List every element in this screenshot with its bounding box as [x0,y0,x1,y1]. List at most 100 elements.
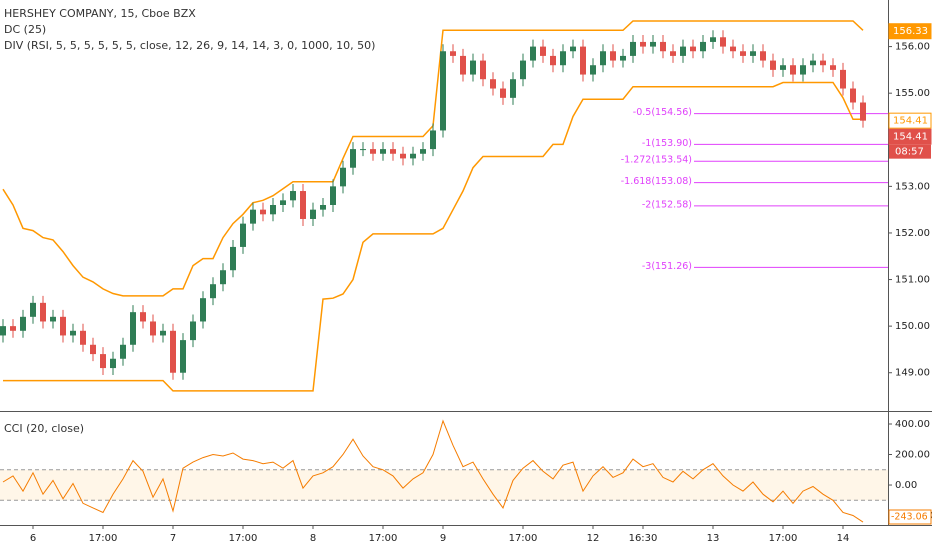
candle-body [0,326,6,336]
candle-body [90,344,96,355]
candle-body [750,51,756,56]
candle-body [130,312,136,345]
candle-body [340,167,346,187]
price-badge [888,23,932,40]
candle-body [360,149,366,151]
candle-body [210,284,216,299]
candle-body [580,46,586,75]
candle-body [720,37,726,47]
x-tick-label: 9 [440,533,446,544]
candle-body [300,191,306,219]
candle-body [680,46,686,56]
y-tick-label: 155.00 [895,88,930,99]
x-tick-label: 13 [707,533,720,544]
candle-body [80,330,86,345]
candle-body [280,200,286,205]
countdown-badge [889,144,931,159]
fib-label: -3(151.26) [642,261,692,272]
candle-body [670,51,676,56]
candle-body [70,330,76,336]
candle-body [350,149,356,168]
study-legend: DC (25) [4,23,46,36]
candle-body [470,60,476,75]
y-tick-label: 156.00 [895,42,930,53]
fib-label: -1.272(153.54) [621,155,692,166]
candle-body [190,321,196,341]
candle-body [20,316,26,331]
candle-body [620,55,626,61]
candle-body [310,209,316,219]
candle-body [370,149,376,154]
price-badge-label: 154.41 [893,132,928,143]
candle-body [810,60,816,66]
x-tick-label: 17:00 [229,533,258,544]
candle-body [760,51,766,61]
candle-body [40,302,46,322]
cci-band [0,469,888,501]
candle-body [450,51,456,56]
y-tick-label: 152.00 [895,228,930,239]
candle-body [440,51,446,131]
y-tick-label: 153.00 [895,181,930,192]
indicator-legend: CCI (20, close) [4,422,84,435]
candle-body [710,37,716,42]
x-tick-label: 12 [587,533,600,544]
candle-body [590,65,596,75]
price-badge [888,128,932,145]
candle-body [700,41,706,52]
cci-y-tick-label: 200.00 [895,450,930,461]
candle-body [550,55,556,66]
candle-body [820,60,826,66]
countdown: 08:57 [895,147,924,158]
candle-body [850,88,856,103]
candle-body [230,246,236,271]
candle-body [250,209,256,224]
x-tick-label: 16:30 [629,533,658,544]
candle-body [540,46,546,56]
candle-body [830,65,836,70]
candle-body [140,312,146,322]
candle-body [200,298,206,322]
price-badge [888,112,932,129]
candle-body [510,79,516,98]
candle-body [480,60,486,80]
y-tick-label: 150.00 [895,321,930,332]
x-tick-label: 17:00 [369,533,398,544]
fib-label: -1(153.90) [642,138,692,149]
candle-body [630,41,636,56]
candle-body [400,153,406,159]
cci-badge-label: -243.06 [891,512,928,523]
candle-body [530,46,536,61]
x-tick-label: 6 [30,533,36,544]
candle-body [120,344,126,359]
candle-body [10,326,16,331]
candle-body [610,51,616,61]
candle-body [30,302,36,317]
candle-body [790,65,796,75]
study-legend: DIV (RSI, 5, 5, 5, 5, 5, 5, close, 12, 2… [4,39,375,52]
candle-body [770,60,776,70]
candle-body [100,354,106,369]
candle-body [660,41,666,52]
candle-body [260,209,266,215]
candle-body [460,55,466,75]
candle-body [270,205,276,215]
x-tick-label: 17:00 [509,533,538,544]
fib-label: -0.5(154.56) [633,107,692,118]
y-tick-label: 151.00 [895,275,930,286]
candle-body [570,46,576,52]
chart-title: HERSHEY COMPANY, 15, Cboe BZX [4,7,196,20]
candle-body [840,69,846,89]
candle-body [420,149,426,154]
candle-body [160,330,166,336]
marks: 149.00150.00151.00152.00153.00154.00155.… [0,20,932,544]
candle-body [50,316,56,322]
candle-body [490,79,496,89]
candle-body [690,46,696,52]
candle-body [560,51,566,66]
candle-body [730,46,736,52]
y-tick-label: 149.00 [895,368,930,379]
candle-body [380,149,386,154]
x-tick-label: 17:00 [769,533,798,544]
